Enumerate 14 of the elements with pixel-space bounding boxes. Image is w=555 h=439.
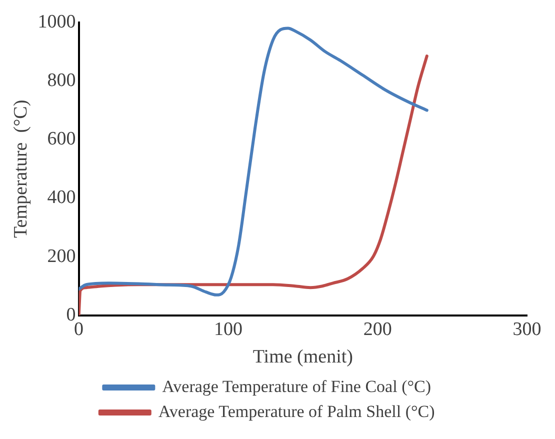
y-tick-label: 0 [66,304,76,326]
y-tick-label: 600 [47,128,76,150]
x-axis-title: Time (menit) [252,346,353,368]
y-axis-title: Temperature (°C) [10,100,32,238]
y-tick-label: 1000 [38,11,76,32]
x-tick-label: 300 [512,318,542,340]
line-series [78,26,428,296]
x-tick-label: 100 [214,318,242,340]
legend-label: Average Temperature of Fine Coal (°C) [162,376,432,396]
y-tick-label: 200 [47,246,76,267]
x-tick-label: 200 [363,318,392,340]
legend-label: Average Temperature of Palm Shell (°C) [158,402,435,421]
y-tick-label: 400 [47,187,76,208]
y-tick-label: 800 [47,70,76,91]
